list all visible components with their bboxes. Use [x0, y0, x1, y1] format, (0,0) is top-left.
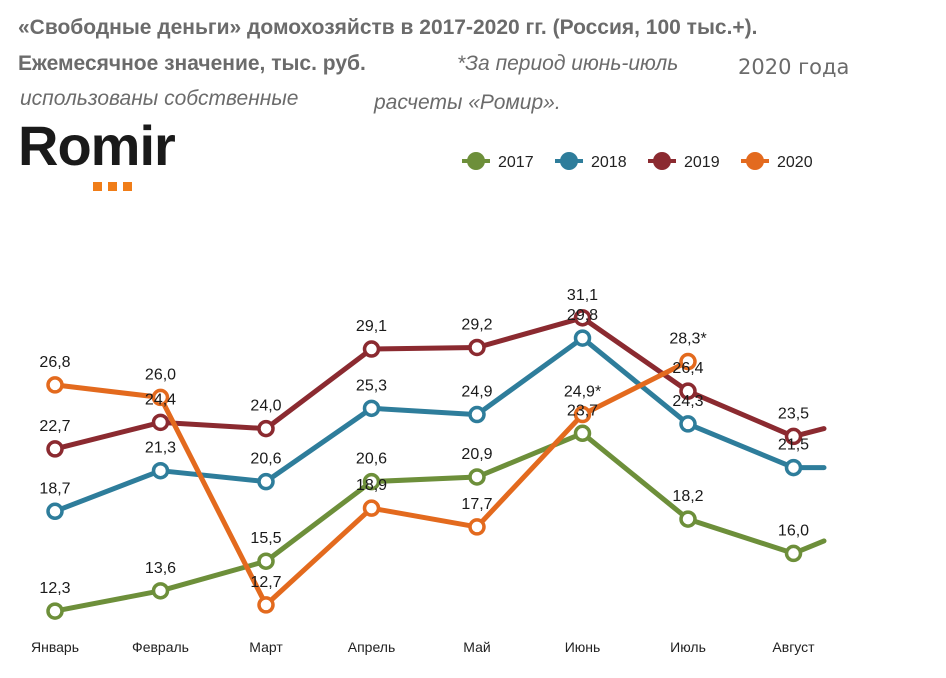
x-tick-label: Май — [463, 639, 490, 655]
x-tick-label: Август — [772, 639, 815, 655]
data-label-2018: 24,3 — [672, 393, 703, 410]
data-label-2019: 29,2 — [461, 316, 492, 333]
data-label-2019: 22,7 — [39, 418, 70, 435]
data-label-2019: 23,5 — [778, 405, 809, 422]
romir-logo-dots — [93, 178, 138, 196]
data-label-2018: 20,6 — [250, 451, 281, 468]
logo-dot — [108, 182, 117, 191]
data-point-2019 — [468, 338, 486, 357]
data-label-2018: 21,3 — [145, 440, 176, 457]
data-label-2017: 18,2 — [672, 488, 703, 505]
data-point-2017 — [46, 602, 64, 620]
data-label-2020: 26,8 — [39, 354, 70, 371]
data-label-2017: 15,5 — [250, 530, 281, 547]
data-point-2020 — [151, 388, 170, 407]
footnote-part1: *За период июнь-июль — [457, 52, 679, 75]
data-point-2018 — [151, 461, 170, 480]
legend-label-2019: 2019 — [684, 154, 720, 171]
data-point-2020 — [46, 376, 64, 394]
data-point-2019 — [573, 309, 592, 327]
data-point-2019 — [257, 419, 275, 438]
data-label-2020: 12,7 — [250, 574, 281, 591]
data-labels: 12,3 13,6 15,5 20,6 20,9 23,7 18,2 16,0 18,7 21,3… — [39, 287, 809, 597]
data-point-2019 — [679, 382, 697, 400]
footnote-part3: использованы собственные — [20, 87, 299, 110]
data-point-2020 — [362, 499, 381, 517]
data-point-2020 — [679, 352, 697, 371]
data-label-2019: 31,1 — [567, 287, 598, 304]
data-label-2018: 24,9 — [461, 384, 492, 401]
data-point-2018 — [257, 472, 275, 491]
logo-dot — [123, 182, 132, 191]
data-label-2020: 18,9 — [356, 477, 387, 494]
data-label-2018: 29,8 — [567, 307, 598, 324]
x-tick-label: Июль — [670, 639, 706, 655]
data-label-2020: 17,7 — [461, 496, 492, 513]
romir-logo: Romir — [18, 114, 176, 177]
data-label-2019: 24,0 — [250, 398, 281, 415]
data-label-2019: 26,4 — [672, 360, 703, 377]
footnote-part4: расчеты «Ромир». — [374, 91, 561, 114]
data-label-2017: 16,0 — [778, 522, 809, 539]
chart-subtitle: Ежемесячное значение, тыс. руб. — [18, 52, 366, 75]
x-tick-label: Февраль — [132, 639, 189, 655]
data-label-2019: 29,1 — [356, 318, 387, 335]
x-tick-label: Июнь — [565, 639, 601, 655]
footnote-part2: 2020 года — [738, 55, 850, 79]
legend-label-2020: 2020 — [777, 154, 813, 171]
legend: 2017 2018 2019 2020 — [462, 152, 813, 171]
data-point-2018 — [784, 458, 803, 477]
data-point-2018 — [362, 399, 381, 418]
data-point-2017 — [679, 510, 697, 528]
data-label-2017: 23,7 — [567, 402, 598, 419]
data-point-2017 — [573, 424, 592, 443]
data-point-2018 — [468, 405, 486, 424]
data-point-2017 — [151, 582, 170, 600]
data-label-2017: 20,9 — [461, 446, 492, 463]
data-label-2020: 28,3* — [669, 331, 706, 348]
data-label-2017: 12,3 — [39, 580, 70, 597]
data-point-2017 — [784, 544, 803, 563]
data-label-2018: 25,3 — [356, 377, 387, 394]
data-point-2017 — [468, 468, 486, 486]
data-point-2020 — [573, 405, 592, 424]
data-label-2018: 21,5 — [778, 437, 809, 454]
data-label-2017: 13,6 — [145, 560, 176, 577]
x-tick-label: Январь — [31, 639, 79, 655]
data-point-2018 — [573, 329, 592, 347]
data-point-2019 — [784, 427, 803, 446]
legend-label-2017: 2017 — [498, 154, 534, 171]
data-label-2020: 24,9* — [564, 384, 601, 401]
data-point-2019 — [151, 413, 170, 432]
data-point-2020 — [257, 596, 275, 614]
x-tick-label: Апрель — [348, 639, 396, 655]
data-point-2019 — [46, 440, 64, 458]
chart-title: «Свободные деньги» домохозяйств в 2017-2… — [18, 16, 758, 39]
data-point-2017 — [257, 552, 275, 570]
data-point-2020 — [468, 518, 486, 536]
data-point-2017 — [362, 472, 381, 491]
data-point-2019 — [362, 340, 381, 358]
x-axis: Январь Февраль Март Апрель Май Июнь Июль Август — [31, 639, 815, 655]
legend-label-2018: 2018 — [591, 154, 627, 171]
data-label-2018: 18,7 — [39, 480, 70, 497]
data-point-2018 — [46, 502, 64, 521]
data-label-2019: 24,4 — [145, 391, 176, 408]
data-label-2017: 20,6 — [356, 451, 387, 468]
logo-dot — [93, 182, 102, 191]
x-tick-label: Март — [249, 639, 283, 655]
series-points — [46, 309, 803, 620]
data-label-2020: 26,0 — [145, 366, 176, 383]
data-point-2018 — [679, 415, 697, 433]
